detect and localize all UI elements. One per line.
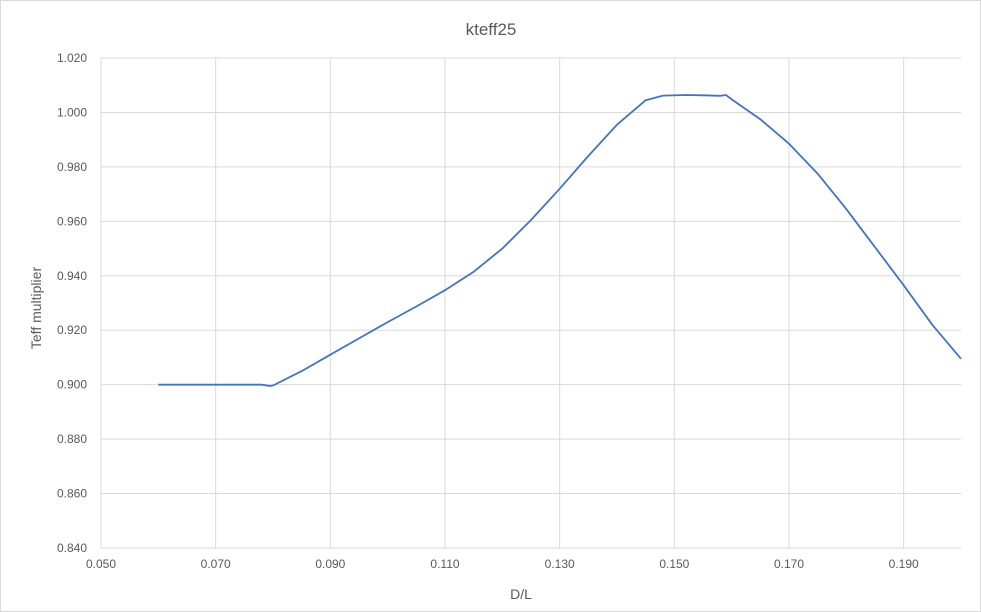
y-tick-label: 0.940 [57,269,87,283]
x-tick-label: 0.130 [545,557,575,571]
x-tick-label: 0.150 [659,557,689,571]
y-tick-label: 0.980 [57,160,87,174]
x-tick-label: 0.170 [774,557,804,571]
x-tick-label: 0.110 [430,557,459,571]
series-layer [158,94,962,387]
y-tick-label: 0.920 [57,323,87,337]
series-line [158,94,962,387]
x-tick-label: 0.190 [889,557,919,571]
y-tick-label: 1.020 [57,51,87,65]
y-tick-label: 0.840 [57,541,87,555]
tick-labels: 0.840 0.860 0.880 0.900 0.920 0.940 0.960 0.980… [57,51,919,571]
y-tick-label: 0.880 [57,432,87,446]
x-tick-label: 0.050 [86,557,116,571]
y-tick-label: 0.900 [57,378,87,392]
x-tick-label: 0.090 [315,557,345,571]
y-tick-label: 0.860 [57,487,87,501]
y-axis-label: Teff multiplier [28,267,44,350]
x-axis-label: D/L [510,586,532,602]
chart-title: kteff25 [466,20,517,39]
y-tick-label: 1.000 [57,105,87,119]
y-tick-label: 0.960 [57,214,87,228]
x-tick-label: 0.070 [201,557,231,571]
gridlines [100,57,961,549]
